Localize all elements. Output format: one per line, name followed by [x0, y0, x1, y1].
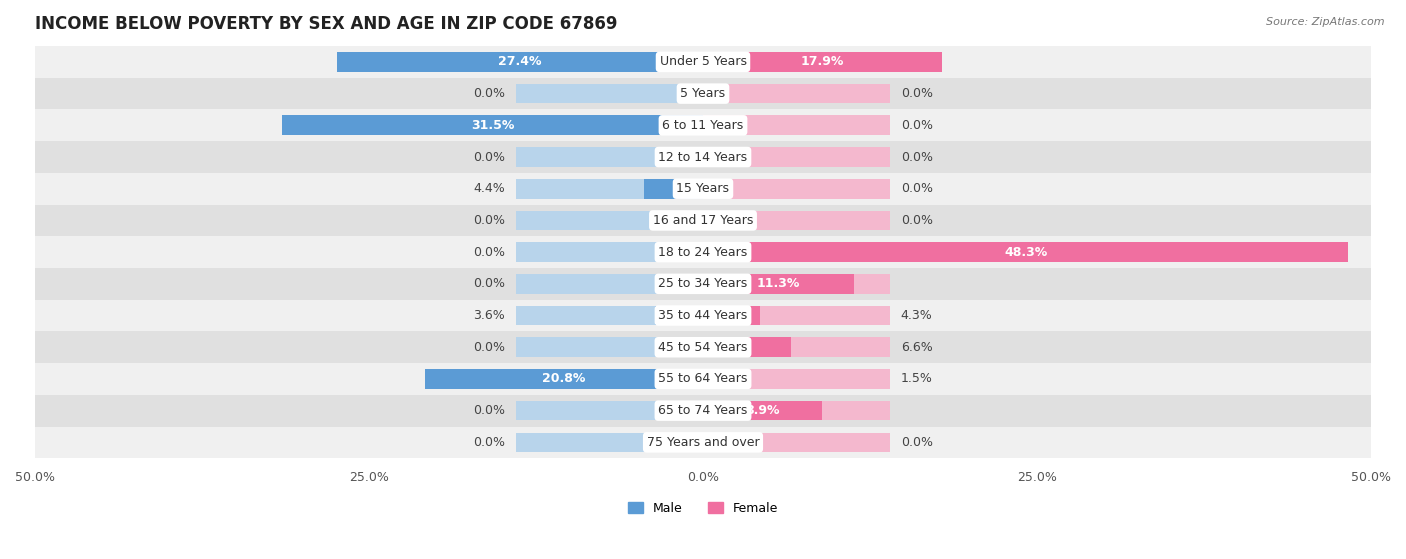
Text: 0.0%: 0.0%	[474, 277, 505, 290]
Text: 6 to 11 Years: 6 to 11 Years	[662, 119, 744, 132]
Bar	[337, 52, 703, 72]
Bar	[425, 369, 703, 389]
Bar	[655, 306, 703, 325]
Text: 0.0%: 0.0%	[901, 150, 932, 164]
Bar	[703, 369, 723, 389]
Text: 3.6%: 3.6%	[474, 309, 505, 322]
Text: Under 5 Years: Under 5 Years	[659, 55, 747, 68]
Bar	[35, 236, 1371, 268]
Bar	[703, 52, 890, 72]
Text: 0.0%: 0.0%	[474, 341, 505, 354]
Bar	[703, 116, 890, 135]
Text: 0.0%: 0.0%	[474, 150, 505, 164]
Bar	[703, 306, 761, 325]
Bar	[703, 147, 890, 167]
Text: 0.0%: 0.0%	[901, 214, 932, 227]
Text: 45 to 54 Years: 45 to 54 Years	[658, 341, 748, 354]
Bar	[703, 306, 890, 325]
Text: 18 to 24 Years: 18 to 24 Years	[658, 245, 748, 259]
Bar	[516, 179, 703, 198]
Bar	[283, 116, 703, 135]
Bar	[516, 401, 703, 420]
Text: 48.3%: 48.3%	[1004, 245, 1047, 259]
Bar	[703, 433, 890, 452]
Bar	[644, 179, 703, 198]
Text: 27.4%: 27.4%	[498, 55, 541, 68]
Bar	[703, 242, 890, 262]
Text: 0.0%: 0.0%	[474, 245, 505, 259]
Text: 0.0%: 0.0%	[901, 87, 932, 100]
Bar	[703, 338, 792, 357]
Bar	[35, 363, 1371, 395]
Text: 0.0%: 0.0%	[901, 119, 932, 132]
Bar	[516, 84, 703, 103]
Text: INCOME BELOW POVERTY BY SEX AND AGE IN ZIP CODE 67869: INCOME BELOW POVERTY BY SEX AND AGE IN Z…	[35, 15, 617, 33]
Bar	[703, 338, 890, 357]
Text: 5 Years: 5 Years	[681, 87, 725, 100]
Text: 25 to 34 Years: 25 to 34 Years	[658, 277, 748, 290]
Text: 17.9%: 17.9%	[801, 55, 844, 68]
Text: 31.5%: 31.5%	[471, 119, 515, 132]
Bar	[516, 338, 703, 357]
Text: 8.9%: 8.9%	[745, 404, 780, 417]
Bar	[516, 274, 703, 293]
Bar	[35, 427, 1371, 458]
Bar	[703, 369, 890, 389]
Text: 20.8%: 20.8%	[543, 372, 586, 386]
Bar	[516, 369, 703, 389]
Bar	[516, 211, 703, 230]
Text: 0.0%: 0.0%	[474, 87, 505, 100]
Bar	[35, 268, 1371, 300]
Bar	[703, 52, 942, 72]
Text: 0.0%: 0.0%	[901, 436, 932, 449]
Text: 55 to 64 Years: 55 to 64 Years	[658, 372, 748, 386]
Bar	[35, 205, 1371, 236]
Bar	[35, 331, 1371, 363]
Bar	[516, 52, 703, 72]
Bar	[35, 46, 1371, 78]
Text: 0.0%: 0.0%	[474, 436, 505, 449]
Text: 4.3%: 4.3%	[901, 309, 932, 322]
Text: 1.5%: 1.5%	[901, 372, 932, 386]
Text: 11.3%: 11.3%	[756, 277, 800, 290]
Bar	[703, 179, 890, 198]
Bar	[35, 173, 1371, 205]
Bar	[35, 110, 1371, 141]
Text: 65 to 74 Years: 65 to 74 Years	[658, 404, 748, 417]
Bar	[516, 147, 703, 167]
Bar	[35, 300, 1371, 331]
Bar	[703, 211, 890, 230]
Bar	[703, 274, 890, 293]
Bar	[516, 433, 703, 452]
Bar	[703, 401, 890, 420]
Text: 0.0%: 0.0%	[474, 214, 505, 227]
Text: 4.4%: 4.4%	[474, 182, 505, 195]
Text: 0.0%: 0.0%	[474, 404, 505, 417]
Bar	[35, 141, 1371, 173]
Bar	[516, 306, 703, 325]
Text: 35 to 44 Years: 35 to 44 Years	[658, 309, 748, 322]
Bar	[35, 78, 1371, 110]
Bar	[703, 242, 1348, 262]
Text: Source: ZipAtlas.com: Source: ZipAtlas.com	[1267, 17, 1385, 27]
Bar	[703, 401, 823, 420]
Text: 0.0%: 0.0%	[901, 182, 932, 195]
Bar	[516, 242, 703, 262]
Bar	[516, 116, 703, 135]
Bar	[703, 84, 890, 103]
Legend: Male, Female: Male, Female	[623, 497, 783, 520]
Text: 6.6%: 6.6%	[901, 341, 932, 354]
Text: 12 to 14 Years: 12 to 14 Years	[658, 150, 748, 164]
Bar	[35, 395, 1371, 427]
Text: 15 Years: 15 Years	[676, 182, 730, 195]
Text: 75 Years and over: 75 Years and over	[647, 436, 759, 449]
Text: 16 and 17 Years: 16 and 17 Years	[652, 214, 754, 227]
Bar	[703, 274, 853, 293]
